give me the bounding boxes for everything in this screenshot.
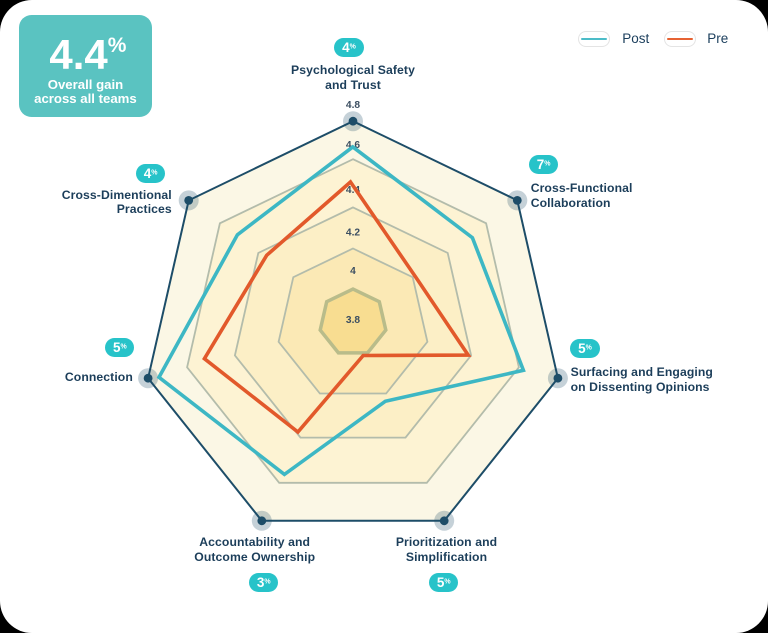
svg-text:4.2: 4.2: [346, 227, 360, 238]
svg-text:4: 4: [350, 266, 356, 277]
svg-text:4.4: 4.4: [346, 185, 360, 196]
svg-text:4.8: 4.8: [346, 100, 360, 111]
svg-text:3.8: 3.8: [346, 315, 360, 326]
